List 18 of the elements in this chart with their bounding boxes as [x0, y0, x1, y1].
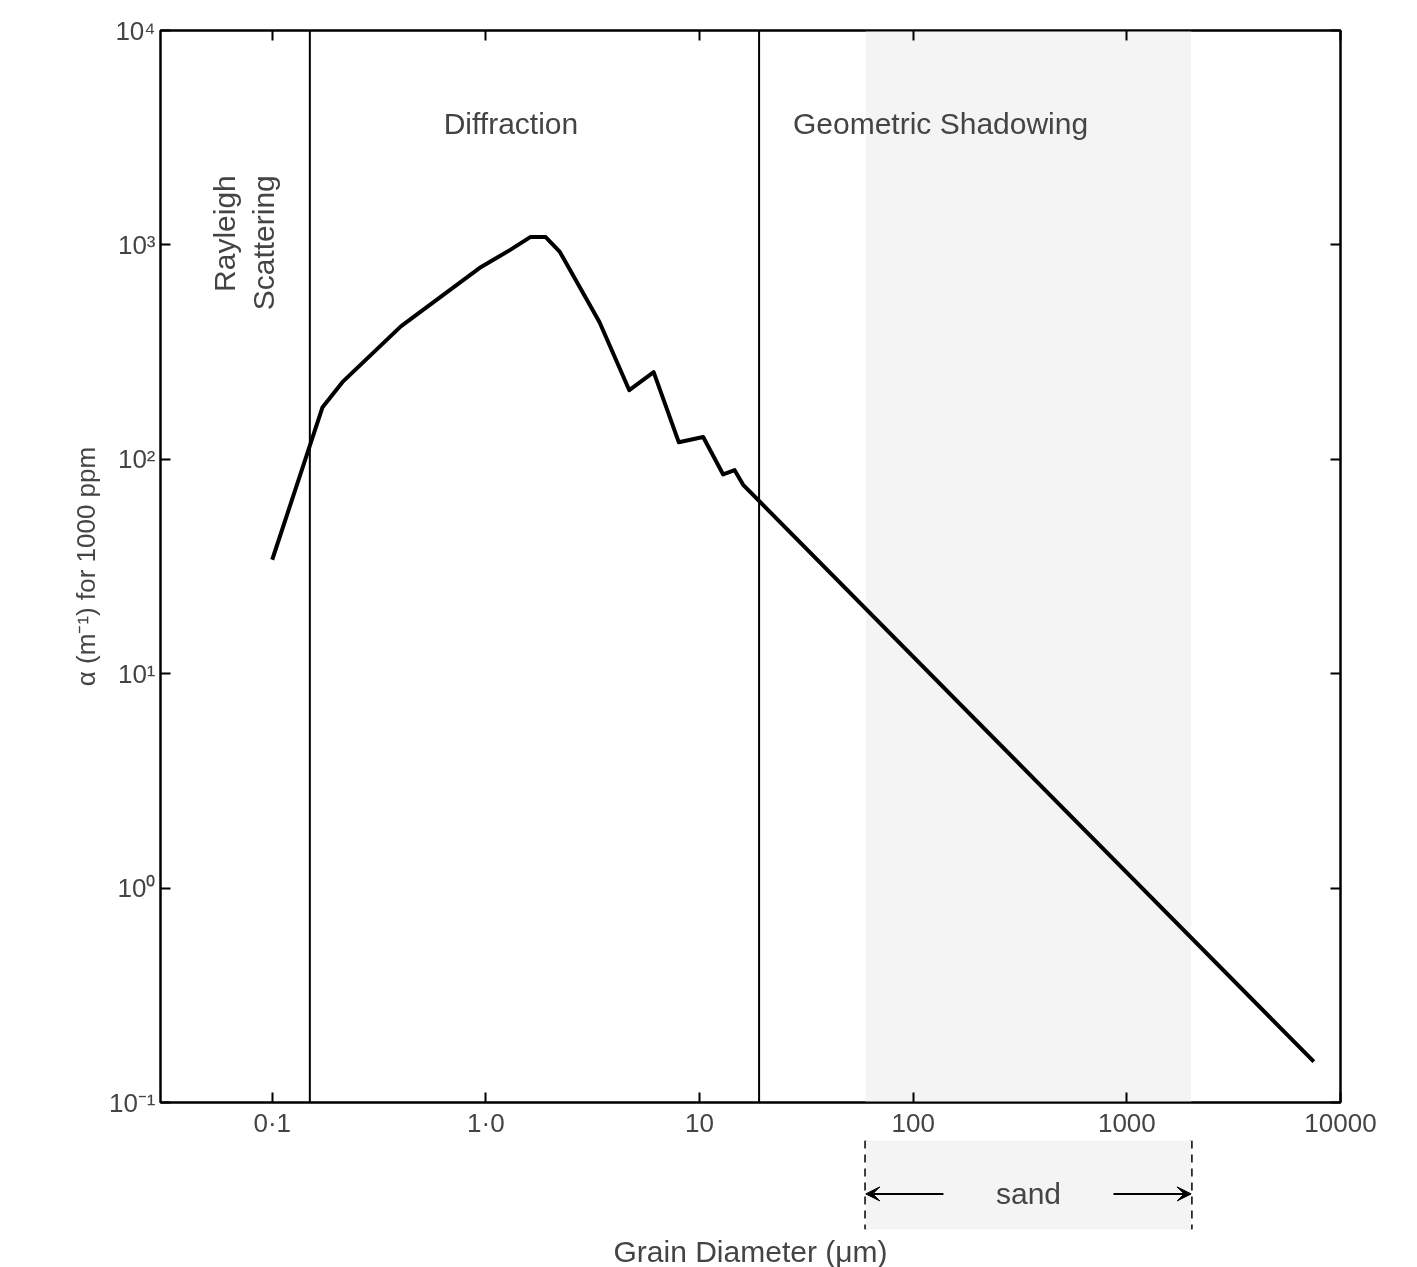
- band-label: sand: [995, 1177, 1062, 1211]
- y-tick-label: 10²: [117, 444, 156, 475]
- x-tick-label: 1000: [1097, 1107, 1156, 1138]
- y-tick-label: 10¹: [117, 658, 156, 689]
- annotation: Rayleigh Scattering: [207, 175, 281, 311]
- annotation: Geometric Shadowing: [792, 107, 1089, 141]
- y-tick-label: 10³: [117, 229, 156, 260]
- x-tick-label: 10: [685, 1107, 714, 1138]
- annotation: Diffraction: [443, 107, 579, 141]
- x-tick-label: 10000: [1304, 1107, 1377, 1138]
- x-tick-label: 100: [891, 1107, 935, 1138]
- y-tick-label: 10⁻¹: [108, 1087, 156, 1118]
- y-axis-title: α (m⁻¹) for 1000 ppm: [70, 446, 101, 687]
- y-tick-label: 10⁰: [117, 873, 156, 904]
- x-axis-title: Grain Diameter (μm): [613, 1234, 888, 1267]
- y-tick-label: 10⁴: [115, 15, 156, 46]
- x-tick-label: 1·0: [467, 1107, 505, 1138]
- x-tick-label: 0·1: [253, 1107, 292, 1138]
